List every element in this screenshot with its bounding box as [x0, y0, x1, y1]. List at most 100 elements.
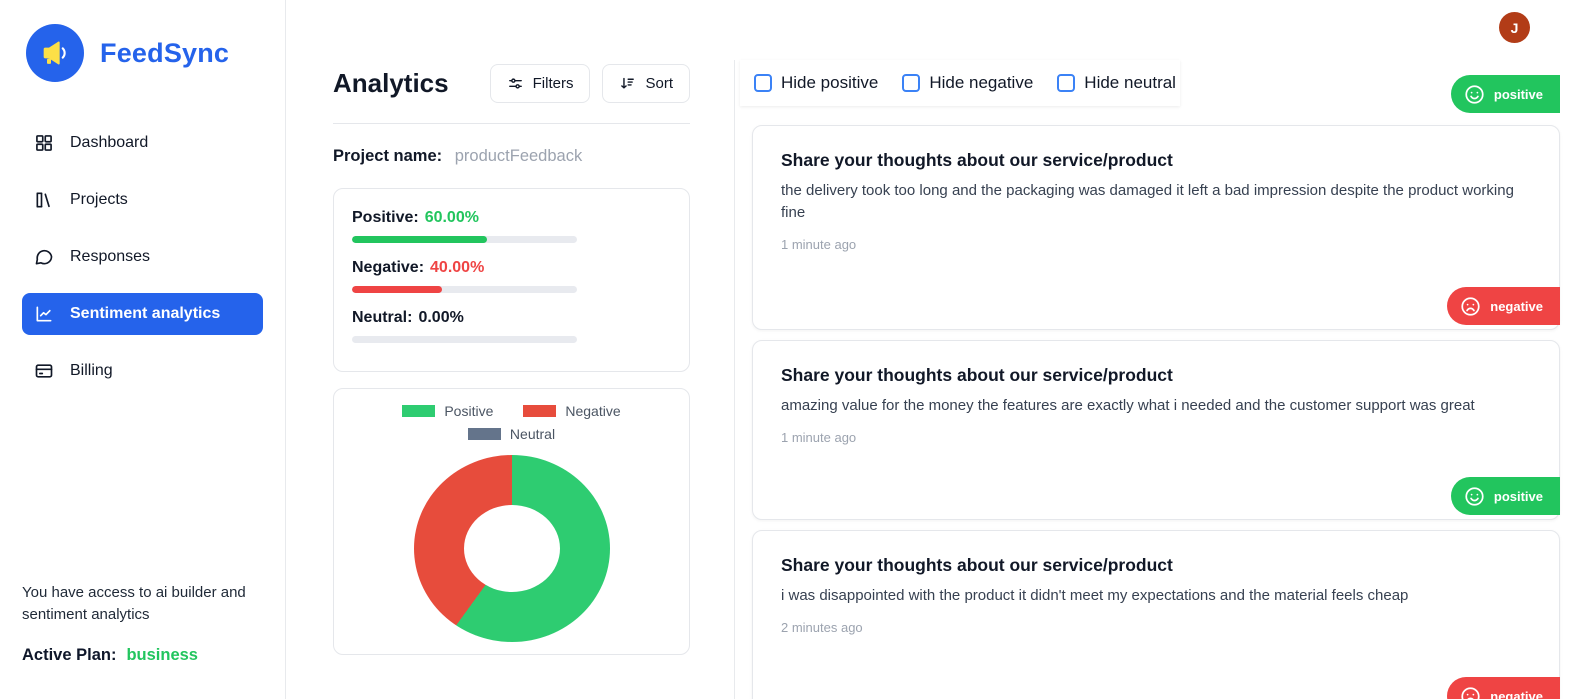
active-plan-value: business [126, 646, 198, 664]
neutral-stat-value: 0.00% [418, 309, 464, 326]
sentiment-filter-bar: Hide positive Hide negative Hide neutral [740, 60, 1180, 106]
project-name-row: Project name: productFeedback [333, 147, 690, 166]
legend-item-negative: Negative [523, 403, 621, 419]
smiley-face-icon [1465, 84, 1484, 104]
filters-button-label: Filters [532, 75, 574, 92]
sidebar-nav: Dashboard Projects Responses Sentiment a… [0, 122, 285, 392]
sidebar: FeedSync Dashboard Projects Responses Se… [0, 0, 286, 699]
response-card: Share your thoughts about our service/pr… [752, 530, 1560, 699]
response-body: amazing value for the money the features… [781, 397, 1475, 414]
positive-stat: Positive: 60.00% [352, 209, 671, 243]
billing-icon [35, 364, 53, 378]
sidebar-item-label: Dashboard [70, 134, 149, 151]
positive-stat-label: Positive: [352, 209, 419, 226]
header-divider [333, 123, 690, 124]
negative-stat-value: 40.00% [430, 259, 485, 276]
megaphone-icon [26, 24, 84, 82]
hide-neutral-checkbox[interactable] [1057, 74, 1076, 92]
neutral-stat-label: Neutral: [352, 309, 413, 326]
hide-positive-checkbox[interactable] [754, 74, 772, 92]
response-card: Share your thoughts about our service/pr… [752, 340, 1560, 520]
positive-stat-value: 60.00% [424, 209, 479, 226]
badge-label: negative [1490, 688, 1543, 699]
page-title: Analytics [333, 68, 449, 98]
sidebar-item-responses[interactable]: Responses [22, 236, 263, 278]
hide-neutral-filter: Hide neutral [1057, 73, 1176, 93]
frown-face-icon [1461, 686, 1480, 699]
response-timestamp: 2 minutes ago [781, 620, 863, 635]
negative-stat-label: Negative: [352, 259, 425, 276]
dashboard-icon [36, 135, 52, 151]
panel-divider [734, 60, 735, 699]
legend-label: Neutral [509, 426, 556, 442]
active-plan-label: Active Plan: [22, 646, 117, 664]
chart-legend: Positive Negative Neutral [387, 403, 637, 442]
analytics-panel: Analytics Filters Sort Project name: pro… [286, 0, 735, 699]
legend-label: Positive [444, 403, 494, 419]
neutral-stat: Neutral: 0.00% [352, 309, 671, 343]
filters-button[interactable]: Filters [489, 64, 591, 103]
sort-icon [621, 77, 635, 89]
smiley-face-icon [1465, 486, 1484, 506]
filters-icon [508, 78, 522, 89]
frown-face-icon [1461, 296, 1480, 316]
plan-access-note: You have access to ai builder and sentim… [22, 584, 246, 623]
status-badge-negative: negative [1447, 677, 1560, 699]
status-badge-negative: negative [1447, 287, 1560, 325]
positive-swatch [402, 405, 436, 417]
brand-name: FeedSync [100, 37, 230, 68]
sentiment-stats-card: Positive: 60.00% Negative: 40.00% Neutral:… [333, 188, 690, 372]
avatar[interactable]: J [1499, 12, 1530, 43]
hide-negative-label: Hide negative [929, 73, 1034, 92]
active-plan: Active Plan: business [22, 646, 270, 665]
response-timestamp: 1 minute ago [781, 237, 857, 252]
legend-item-neutral: Neutral [467, 426, 556, 442]
sidebar-footer: You have access to ai builder and sentim… [22, 582, 270, 665]
negative-stat: Negative: 40.00% [352, 259, 671, 293]
sort-button[interactable]: Sort [602, 64, 690, 103]
sidebar-item-label: Sentiment analytics [70, 305, 221, 322]
analytics-icon [36, 306, 52, 322]
positive-progress-bar [352, 236, 577, 243]
response-card: Share your thoughts about our service/pr… [752, 125, 1560, 330]
legend-label: Negative [565, 403, 621, 419]
response-title: Share your thoughts about our service/pr… [781, 365, 1173, 385]
response-title: Share your thoughts about our service/pr… [781, 555, 1173, 575]
hide-neutral-label: Hide neutral [1084, 73, 1176, 92]
sentiment-donut-card: Positive Negative Neutral [333, 388, 690, 655]
sidebar-item-projects[interactable]: Projects [22, 179, 263, 221]
sidebar-item-billing[interactable]: Billing [22, 350, 263, 392]
project-name-value: productFeedback [454, 147, 583, 165]
sidebar-item-label: Billing [70, 362, 113, 379]
sidebar-item-dashboard[interactable]: Dashboard [22, 122, 263, 164]
badge-label: positive [1493, 488, 1543, 504]
status-badge-positive: positive [1450, 75, 1560, 113]
response-title: Share your thoughts about our service/pr… [781, 150, 1173, 170]
sidebar-item-sentiment-analytics[interactable]: Sentiment analytics [22, 293, 263, 335]
hide-negative-checkbox[interactable] [902, 74, 921, 92]
donut-chart [413, 455, 610, 642]
responses-feed-panel: J Hide positive Hide negative Hide neutr… [735, 0, 1571, 699]
response-body: i was disappointed with the product it d… [781, 587, 1409, 604]
sort-button-label: Sort [645, 75, 673, 92]
negative-swatch [523, 405, 557, 417]
status-badge-positive: positive [1450, 477, 1560, 515]
hide-negative-filter: Hide negative [902, 73, 1033, 93]
sidebar-item-label: Responses [70, 248, 151, 265]
projects-icon [36, 192, 50, 208]
sidebar-item-label: Projects [70, 191, 128, 208]
response-timestamp: 1 minute ago [781, 430, 857, 445]
negative-progress-bar [352, 286, 577, 293]
neutral-swatch [467, 428, 501, 440]
brand: FeedSync [0, 0, 285, 92]
project-name-label: Project name: [333, 147, 443, 165]
response-body: the delivery took too long and the packa… [781, 182, 1514, 221]
badge-label: negative [1490, 298, 1543, 314]
legend-item-positive: Positive [402, 403, 493, 419]
hide-positive-label: Hide positive [781, 73, 879, 92]
neutral-progress-bar [352, 336, 577, 343]
responses-icon [35, 249, 53, 265]
hide-positive-filter: Hide positive [754, 73, 878, 93]
badge-label: positive [1493, 86, 1543, 102]
